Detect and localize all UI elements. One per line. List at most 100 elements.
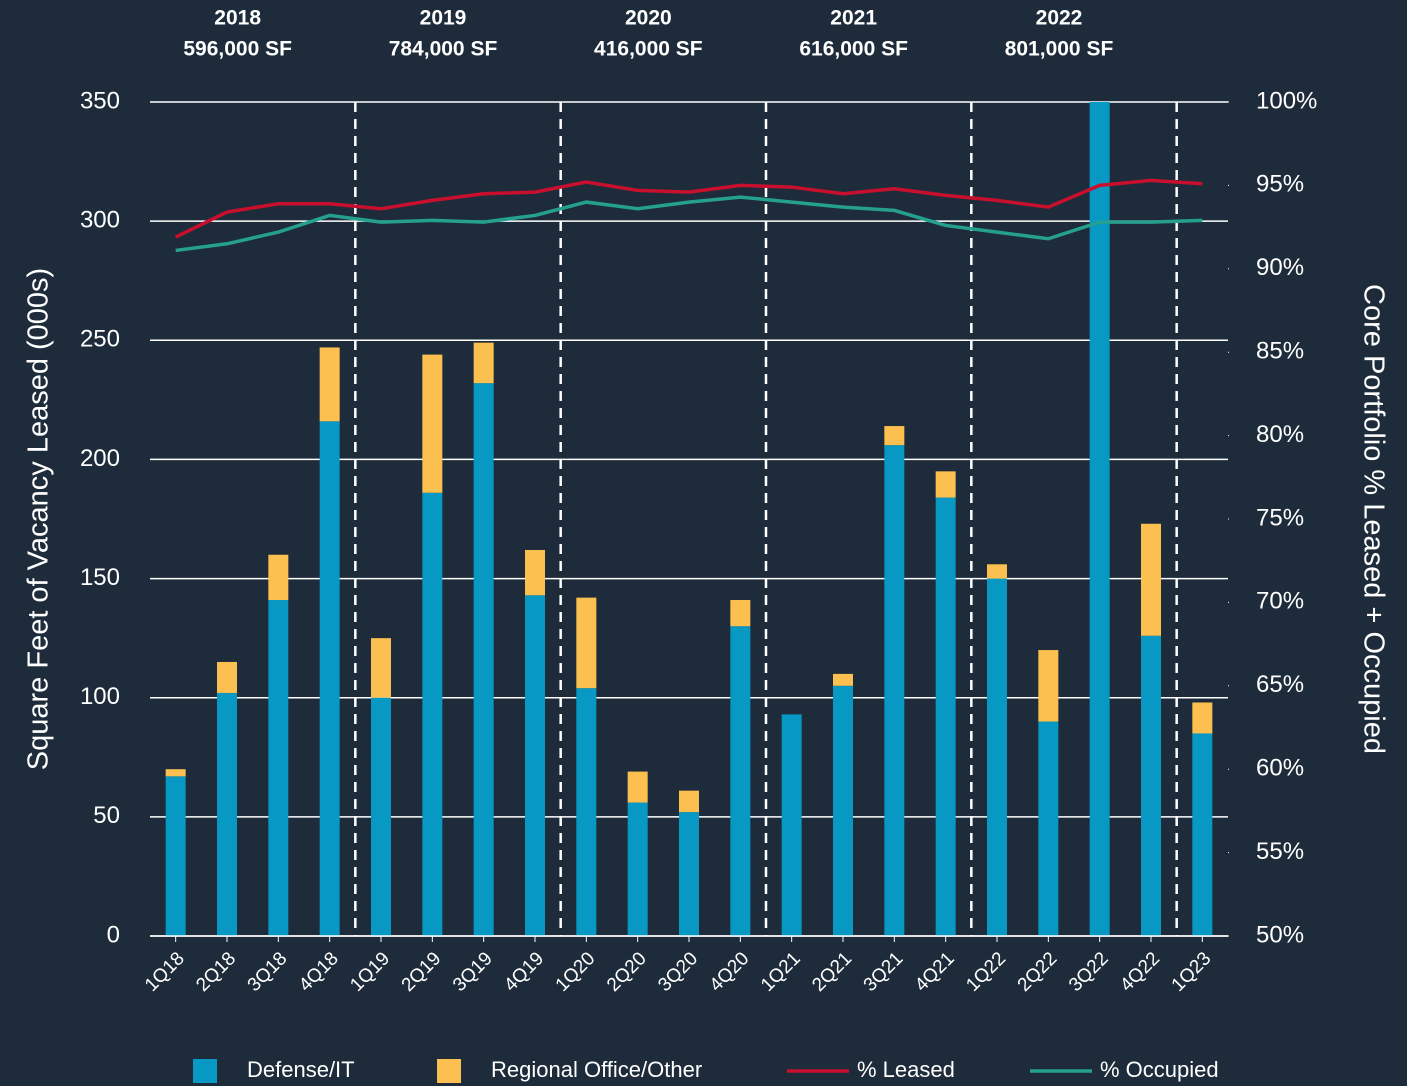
x-tick-label: 3Q21 bbox=[860, 948, 908, 996]
x-tick-label: 1Q23 bbox=[1168, 948, 1216, 996]
bar-segment bbox=[1089, 102, 1110, 936]
y-tick-label: 100 bbox=[80, 683, 120, 710]
bar-segment bbox=[935, 471, 956, 498]
bar-segment bbox=[833, 685, 853, 936]
bar-segment bbox=[422, 492, 443, 936]
bar-segment bbox=[679, 812, 699, 936]
bar-segment bbox=[371, 697, 391, 936]
x-tick-label: 3Q18 bbox=[244, 948, 292, 996]
y2-tick-label: 100% bbox=[1256, 87, 1317, 114]
y2-tick-label: 95% bbox=[1256, 171, 1304, 198]
y2-tick-label: 50% bbox=[1256, 921, 1304, 948]
x-tick-label: 2Q19 bbox=[398, 948, 446, 996]
y-tick-label: 200 bbox=[80, 445, 120, 472]
bar-segment bbox=[987, 564, 1007, 579]
y-axis-title: Square Feet of Vacancy Leased (000s) bbox=[23, 268, 55, 770]
x-tick-label: 1Q20 bbox=[552, 948, 600, 996]
bar-segment bbox=[525, 595, 545, 936]
bar-segment bbox=[1141, 523, 1161, 636]
annotation-year: 2018 bbox=[214, 7, 261, 30]
legend-swatch bbox=[193, 1059, 217, 1083]
bar-segment bbox=[319, 421, 340, 936]
annotation-text: 784,000 SF bbox=[389, 38, 498, 61]
y-tick-label: 300 bbox=[80, 206, 120, 233]
line-series bbox=[175, 195, 1203, 253]
bar-segment bbox=[627, 802, 648, 936]
bar-segment bbox=[473, 383, 494, 937]
annotation-year: 2019 bbox=[420, 7, 467, 30]
bar-segment bbox=[473, 342, 494, 384]
bar-segment bbox=[268, 554, 289, 601]
bar-segment bbox=[217, 661, 237, 693]
bar-segment bbox=[217, 692, 237, 936]
annotation-year: 2022 bbox=[1036, 7, 1083, 30]
y2-tick-label: 85% bbox=[1256, 338, 1304, 365]
x-tick-label: 1Q21 bbox=[757, 948, 805, 996]
y2-tick-label: 55% bbox=[1256, 838, 1304, 865]
x-tick-label: 2Q21 bbox=[808, 948, 856, 996]
line-series bbox=[174, 178, 1203, 239]
y-tick-label: 0 bbox=[107, 921, 120, 948]
bar-segment bbox=[679, 790, 699, 813]
y2-tick-label: 75% bbox=[1256, 504, 1304, 531]
bar-segment bbox=[576, 688, 597, 936]
y-tick-label: 350 bbox=[80, 87, 120, 114]
x-tick-label: 4Q20 bbox=[706, 948, 754, 996]
bar-segment bbox=[576, 597, 597, 689]
x-tick-label: 3Q20 bbox=[654, 948, 702, 996]
bar-segment bbox=[1038, 721, 1059, 936]
legend-label: Regional Office/Other bbox=[491, 1057, 702, 1082]
bar-segment bbox=[165, 776, 186, 936]
y2-tick-label: 70% bbox=[1256, 588, 1304, 615]
annotation-text: 416,000 SF bbox=[594, 38, 703, 61]
bar-segment bbox=[1192, 733, 1213, 936]
annotation-text: 596,000 SF bbox=[183, 38, 292, 61]
bar-segment bbox=[371, 638, 391, 698]
x-tick-label: 1Q22 bbox=[962, 948, 1010, 996]
y2-tick-label: 90% bbox=[1256, 254, 1304, 281]
y2-tick-label: 65% bbox=[1256, 671, 1304, 698]
x-tick-label: 1Q18 bbox=[141, 948, 189, 996]
x-tick-label: 4Q22 bbox=[1116, 948, 1164, 996]
annotation-text: 801,000 SF bbox=[1005, 38, 1114, 61]
x-tick-label: 1Q19 bbox=[346, 948, 394, 996]
legend-swatch bbox=[437, 1059, 461, 1083]
annotation-year: 2020 bbox=[625, 7, 672, 30]
annotation-text: 616,000 SF bbox=[799, 38, 908, 61]
y-tick-label: 50 bbox=[93, 802, 120, 829]
x-tick-label: 2Q18 bbox=[192, 948, 240, 996]
bar-segment bbox=[884, 445, 905, 936]
bar-segment bbox=[268, 600, 289, 936]
bar-segment bbox=[935, 497, 956, 936]
x-tick-label: 4Q19 bbox=[500, 948, 548, 996]
y2-tick-label: 60% bbox=[1256, 755, 1304, 782]
y-tick-label: 150 bbox=[80, 564, 120, 591]
annotation-year: 2021 bbox=[830, 7, 877, 30]
bar-segment bbox=[525, 549, 545, 596]
x-tick-label: 2Q20 bbox=[603, 948, 651, 996]
legend-label: % Occupied bbox=[1100, 1057, 1219, 1082]
x-tick-label: 2Q22 bbox=[1014, 948, 1062, 996]
bar-segment bbox=[627, 771, 648, 803]
bar-segment bbox=[1038, 650, 1059, 722]
bar-segment bbox=[165, 769, 186, 777]
y-tick-label: 250 bbox=[80, 326, 120, 353]
x-tick-label: 4Q21 bbox=[911, 948, 959, 996]
x-tick-label: 4Q18 bbox=[295, 948, 343, 996]
legend-label: Defense/IT bbox=[247, 1057, 355, 1082]
y2-tick-label: 80% bbox=[1256, 421, 1304, 448]
bar-segment bbox=[1141, 635, 1161, 936]
bar-segment bbox=[730, 600, 751, 627]
x-tick-label: 3Q19 bbox=[449, 948, 497, 996]
bar-segment bbox=[833, 673, 853, 686]
bar-segment bbox=[884, 426, 905, 446]
bar-segment bbox=[730, 626, 751, 936]
x-tick-label: 3Q22 bbox=[1065, 948, 1113, 996]
bar-segment bbox=[987, 578, 1007, 936]
legend-label: % Leased bbox=[857, 1057, 955, 1082]
bar-segment bbox=[781, 714, 802, 936]
bar-segment bbox=[319, 347, 340, 422]
y2-axis-title: Core Portfolio % Leased + Occupied bbox=[1357, 284, 1389, 754]
bar-segment bbox=[1192, 702, 1213, 734]
